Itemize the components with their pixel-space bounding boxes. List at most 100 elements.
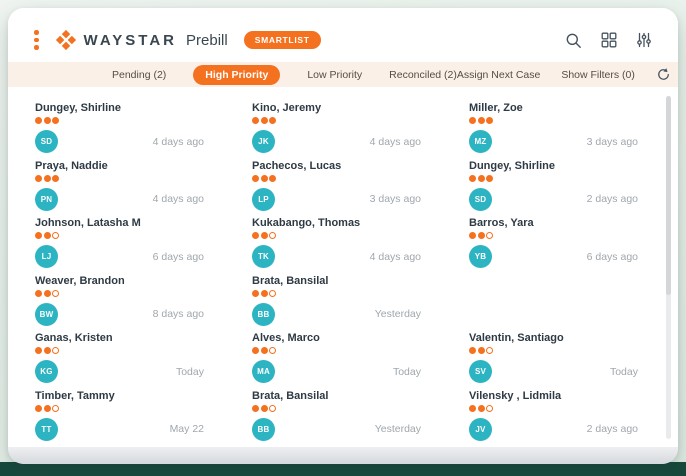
case-card[interactable]: Kukabango, Thomas TK 4 days ago xyxy=(252,217,421,275)
desk-surface-band xyxy=(0,462,686,476)
filter-bar-actions: Assign Next Case Show Filters (0) xyxy=(457,67,671,82)
case-card[interactable]: Valentin, Santiago SV Today xyxy=(469,332,638,390)
timestamp: Today xyxy=(609,365,638,378)
patient-name: Vilensky , Lidmila xyxy=(469,389,562,402)
case-card[interactable]: Barros, Yara YB 6 days ago xyxy=(469,217,638,275)
priority-dots xyxy=(35,232,204,239)
priority-dot-filled xyxy=(252,174,259,182)
priority-dot-empty xyxy=(269,404,276,412)
priority-dot-filled xyxy=(477,117,485,124)
priority-dot-filled xyxy=(43,404,51,412)
priority-dot-filled xyxy=(260,347,268,354)
avatar[interactable]: MA xyxy=(252,360,275,383)
priority-dots xyxy=(35,174,204,182)
search-icon[interactable] xyxy=(565,32,582,49)
priority-dot-filled xyxy=(469,117,476,124)
patient-name: Pachecos, Lucas xyxy=(252,159,342,172)
avatar[interactable]: BB xyxy=(252,417,275,441)
priority-dot-empty xyxy=(52,347,59,354)
priority-dot-empty xyxy=(486,232,493,239)
refresh-icon[interactable] xyxy=(656,67,671,82)
avatar[interactable]: LP xyxy=(252,187,275,211)
patient-name: Praya, Naddie xyxy=(35,159,108,172)
filter-tab-pending-2[interactable]: Pending (2) xyxy=(112,68,167,81)
filter-tab-high-priority[interactable]: High Priority xyxy=(193,64,281,85)
case-card[interactable]: Miller, Zoe MZ 3 days ago xyxy=(469,102,638,160)
show-filters-button[interactable]: Show Filters (0) xyxy=(561,68,635,81)
priority-dot-filled xyxy=(260,232,268,239)
header-actions xyxy=(565,32,652,49)
priority-dot-filled xyxy=(43,347,51,354)
avatar[interactable]: MZ xyxy=(469,130,492,153)
priority-dot-filled xyxy=(35,117,42,124)
priority-dot-filled xyxy=(260,404,268,412)
avatar[interactable]: LJ xyxy=(35,245,58,268)
timestamp: 4 days ago xyxy=(152,135,204,148)
priority-dot-filled xyxy=(469,347,476,354)
patient-name: Weaver, Brandon xyxy=(35,274,125,287)
case-card[interactable]: Brata, Bansilal BB Yesterday xyxy=(252,390,421,448)
timestamp: 4 days ago xyxy=(152,193,204,205)
priority-dots xyxy=(252,289,421,297)
priority-dot-filled xyxy=(477,347,485,354)
patient-name: Valentin, Santiago xyxy=(469,332,564,344)
menu-kebab-icon[interactable] xyxy=(34,30,39,50)
grid-icon[interactable] xyxy=(601,32,617,48)
priority-dots xyxy=(469,232,638,239)
priority-dot-empty xyxy=(52,289,59,297)
timestamp: 6 days ago xyxy=(152,250,204,263)
timestamp: Yesterday xyxy=(374,308,421,320)
priority-dot-filled xyxy=(469,232,476,239)
smartlist-badge[interactable]: SMARTLIST xyxy=(243,31,321,49)
priority-dot-filled xyxy=(52,117,59,124)
avatar[interactable]: JV xyxy=(469,417,492,441)
avatar[interactable]: KG xyxy=(35,360,58,383)
scrollbar-thumb[interactable] xyxy=(666,96,671,295)
filter-tab-reconciled-2[interactable]: Reconciled (2) xyxy=(389,68,457,81)
case-card[interactable]: Alves, Marco MA Today xyxy=(252,332,421,390)
priority-dot-filled xyxy=(486,117,493,124)
priority-dot-filled xyxy=(52,174,59,182)
case-card[interactable]: Weaver, Brandon BW 8 days ago xyxy=(35,275,204,333)
avatar[interactable]: TK xyxy=(252,245,275,268)
case-card[interactable]: Ganas, Kristen KG Today xyxy=(35,332,204,390)
avatar[interactable]: TT xyxy=(35,417,58,441)
avatar[interactable]: BW xyxy=(35,302,58,326)
priority-dot-filled xyxy=(252,347,259,354)
priority-dot-filled xyxy=(477,174,485,182)
timestamp: 3 days ago xyxy=(586,135,638,148)
brand-wordmark: WAYSTAR xyxy=(83,31,178,49)
priority-dot-filled xyxy=(477,404,485,412)
avatar[interactable]: BB xyxy=(252,302,275,326)
priority-dot-filled xyxy=(486,174,493,182)
sliders-icon[interactable] xyxy=(636,32,652,48)
filter-tab-low-priority[interactable]: Low Priority xyxy=(307,68,363,81)
priority-dot-empty xyxy=(269,232,276,239)
avatar[interactable]: JK xyxy=(252,130,275,153)
priority-dot-filled xyxy=(252,404,259,412)
scrollbar[interactable] xyxy=(666,96,671,439)
case-card[interactable]: Vilensky , Lidmila JV 2 days ago xyxy=(469,390,638,448)
case-card[interactable]: Johnson, Latasha M LJ 6 days ago xyxy=(35,217,204,275)
priority-dot-filled xyxy=(43,289,51,297)
avatar[interactable]: SD xyxy=(469,187,492,211)
case-card[interactable]: Dungey, Shirline SD 2 days ago xyxy=(469,160,638,218)
case-card[interactable]: Dungey, Shirline SD 4 days ago xyxy=(35,102,204,160)
priority-dots xyxy=(469,117,638,124)
case-card[interactable]: Pachecos, Lucas LP 3 days ago xyxy=(252,160,421,218)
patient-name: Miller, Zoe xyxy=(469,102,523,114)
app-window: WAYSTAR Prebill SMARTLIST xyxy=(8,8,678,464)
assign-next-case-button[interactable]: Assign Next Case xyxy=(456,68,541,81)
avatar[interactable]: PN xyxy=(35,187,58,211)
priority-dots xyxy=(252,174,421,182)
priority-dot-filled xyxy=(252,232,259,239)
avatar[interactable]: SD xyxy=(35,130,58,153)
avatar[interactable]: SV xyxy=(469,360,492,383)
case-card[interactable]: Kino, Jeremy JK 4 days ago xyxy=(252,102,421,160)
case-card[interactable]: Praya, Naddie PN 4 days ago xyxy=(35,160,204,218)
avatar[interactable]: YB xyxy=(469,245,492,268)
case-card[interactable]: Brata, Bansilal BB Yesterday xyxy=(252,275,421,333)
patient-name: Alves, Marco xyxy=(252,332,320,344)
timestamp: 2 days ago xyxy=(586,423,638,435)
case-card[interactable]: Timber, Tammy TT May 22 xyxy=(35,390,204,448)
